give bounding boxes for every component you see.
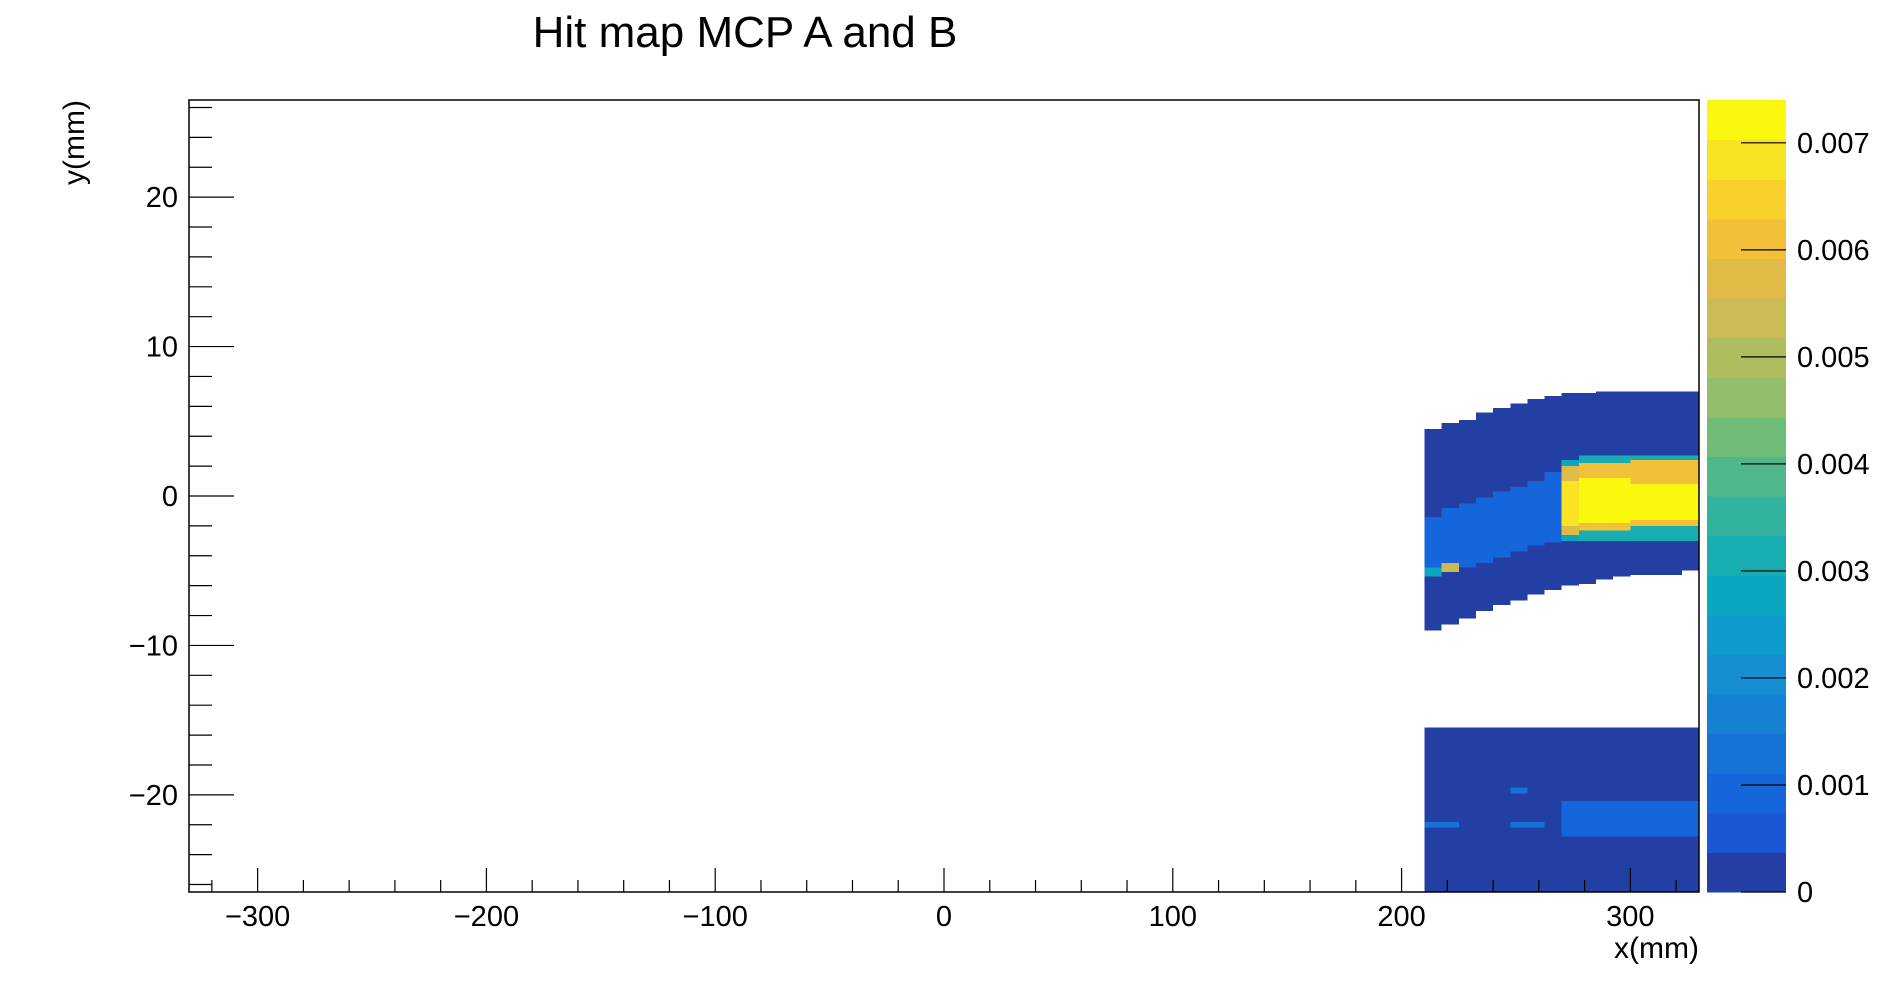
y-axis: −20 −10 0 10 20	[129, 106, 234, 886]
colorbar-swatch	[1707, 416, 1786, 457]
colorbar-swatch	[1707, 496, 1786, 537]
colorbar-swatch	[1707, 377, 1786, 418]
colorbar-tick-label: 0.001	[1797, 770, 1870, 802]
heatmap-cell	[1441, 563, 1459, 573]
colorbar-swatch	[1707, 456, 1786, 497]
colorbar-swatch	[1707, 852, 1786, 893]
heatmap-cell	[1510, 487, 1528, 552]
colorbar-swatch	[1707, 218, 1786, 259]
heatmap-cell	[1475, 497, 1494, 564]
heatmap-cell	[1561, 481, 1579, 526]
colorbar-swatch	[1707, 337, 1786, 378]
y-tick-label: −10	[129, 630, 178, 662]
x-axis: −300 −200 −100 0 100 200 300	[211, 868, 1677, 933]
heatmap-cell	[1561, 800, 1699, 837]
colorbar-tick-label: 0.004	[1797, 449, 1870, 481]
colorbar-tick-label: 0	[1797, 877, 1813, 909]
heatmap-cell	[1441, 507, 1459, 571]
heatmap-cell	[1510, 821, 1545, 828]
colorbar-swatch	[1707, 139, 1786, 180]
heatmap-cell	[1630, 484, 1699, 520]
colorbar: 0 0.001 0.002 0.003 0.004 0.005 0.006 0.007	[1707, 100, 1870, 909]
colorbar-swatch	[1707, 575, 1786, 616]
heatmap-cell	[1458, 503, 1476, 568]
colorbar-swatch	[1707, 298, 1786, 339]
chart-title: Hit map MCP A and B	[533, 8, 958, 57]
heatmap-cell	[1510, 787, 1528, 794]
colorbar-tick-label: 0.002	[1797, 663, 1870, 695]
colorbar-tick-label: 0.003	[1797, 556, 1870, 588]
colorbar-tick-label: 0.006	[1797, 235, 1870, 267]
heatmap-cell	[1578, 478, 1631, 523]
x-tick-label: 200	[1377, 901, 1425, 933]
colorbar-swatch	[1707, 654, 1786, 695]
heatmap-cells	[1424, 391, 1699, 892]
colorbar-swatch	[1707, 535, 1786, 576]
y-tick-label: 0	[162, 481, 178, 513]
colorbar-swatch	[1707, 694, 1786, 735]
colorbar-swatch	[1707, 773, 1786, 814]
y-tick-label: 20	[146, 182, 178, 214]
heatmap-cell	[1424, 821, 1459, 828]
colorbar-swatch	[1707, 733, 1786, 774]
colorbar-swatch	[1707, 100, 1786, 141]
colorbar-tick-label: 0.005	[1797, 342, 1870, 374]
y-axis-label: y(mm)	[58, 100, 91, 185]
x-axis-label: x(mm)	[1614, 932, 1699, 965]
x-tick-label: −300	[225, 901, 290, 933]
colorbar-swatch	[1707, 179, 1786, 220]
x-tick-label: 100	[1149, 901, 1197, 933]
x-tick-label: 300	[1606, 901, 1654, 933]
colorbar-swatch	[1707, 258, 1786, 299]
y-tick-label: −20	[129, 780, 178, 812]
heatmap-cell	[1493, 491, 1511, 558]
x-tick-label: −200	[454, 901, 519, 933]
heatmap-cell	[1527, 481, 1545, 546]
colorbar-swatch	[1707, 614, 1786, 655]
heatmap-cell	[1424, 516, 1442, 577]
y-tick-label: 10	[146, 332, 178, 364]
x-tick-label: −100	[683, 901, 748, 933]
x-tick-label: 0	[936, 901, 952, 933]
colorbar-tick-label: 0.007	[1797, 128, 1870, 160]
heatmap-cell	[1424, 567, 1442, 577]
heatmap-cell	[1544, 472, 1562, 543]
colorbar-swatch	[1707, 812, 1786, 853]
